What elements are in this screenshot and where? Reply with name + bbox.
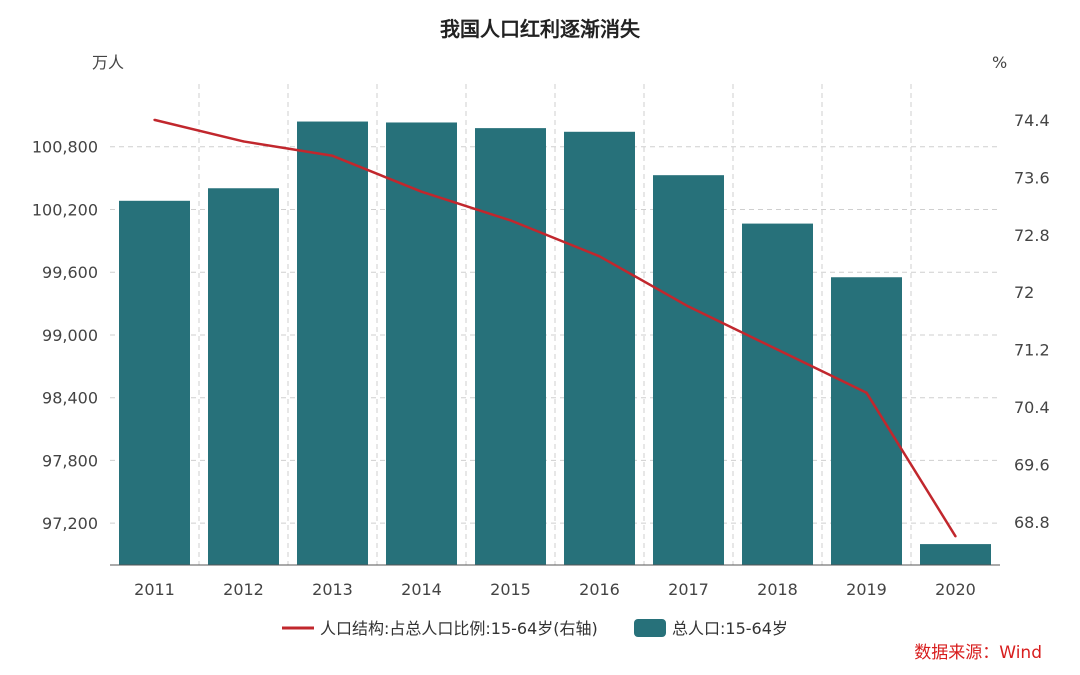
line-point-2017 <box>687 305 690 308</box>
line-point-2019 <box>865 391 868 394</box>
right-tick-label: 72 <box>1014 283 1034 302</box>
legend-bar-label: 总人口:15-64岁 <box>672 619 788 638</box>
line-series <box>153 118 957 538</box>
source-note: 数据来源：Wind <box>914 643 1042 663</box>
bar-2019 <box>831 277 902 565</box>
left-tick-label: 97,800 <box>42 451 98 470</box>
line-point-2016 <box>598 255 601 258</box>
line-path <box>154 118 957 537</box>
left-tick-label: 100,800 <box>32 138 98 157</box>
right-tick-label: 72.8 <box>1014 226 1050 245</box>
x-tick-label: 2016 <box>579 580 620 599</box>
line-point-2011 <box>153 118 156 122</box>
bar-2011 <box>119 200 190 565</box>
x-tick-label: 2015 <box>490 580 531 599</box>
left-tick-label: 98,400 <box>42 389 98 408</box>
x-tick-label: 2017 <box>668 580 709 599</box>
x-tick-label: 2019 <box>846 580 887 599</box>
tick-labels: 2011 2012 2013 2014 2015 2016 2017 2018 2019 2020… <box>32 111 1050 599</box>
bar-series <box>119 121 991 566</box>
right-tick-label: 69.6 <box>1014 455 1050 474</box>
right-tick-label: 73.6 <box>1014 168 1050 187</box>
x-tick-label: 2013 <box>312 580 353 599</box>
bar-2012 <box>208 188 279 565</box>
line-point-2015 <box>509 219 512 222</box>
x-tick-label: 2014 <box>401 580 442 599</box>
bar-2016 <box>564 131 635 565</box>
left-axis-unit: 万人 <box>92 53 124 72</box>
bar-2017 <box>653 175 724 566</box>
x-tick-label: 2011 <box>134 580 175 599</box>
x-tick-label: 2020 <box>935 580 976 599</box>
bar-2015 <box>475 128 546 565</box>
line-point-2018 <box>776 348 779 351</box>
line-point-2013 <box>331 154 334 157</box>
bar-2014 <box>386 122 457 565</box>
line-point-2020 <box>954 535 957 538</box>
right-tick-label: 70.4 <box>1014 398 1050 417</box>
legend-bar-swatch <box>634 619 666 637</box>
x-tick-label: 2018 <box>757 580 798 599</box>
left-tick-label: 99,600 <box>42 263 98 282</box>
bar-2013 <box>297 121 368 565</box>
left-tick-label: 100,200 <box>32 200 98 219</box>
right-tick-label: 74.4 <box>1014 111 1050 130</box>
left-tick-label: 99,000 <box>42 326 98 345</box>
legend-line-label: 人口结构:占总人口比例:15-64岁(右轴) <box>320 619 598 638</box>
chart-title: 我国人口红利逐渐消失 <box>440 17 641 41</box>
right-tick-label: 71.2 <box>1014 341 1050 360</box>
left-tick-label: 97,200 <box>42 514 98 533</box>
line-point-2014 <box>420 190 423 193</box>
line-point-2012 <box>242 140 245 143</box>
right-tick-label: 68.8 <box>1014 513 1050 532</box>
legend: 人口结构:占总人口比例:15-64岁(右轴) 总人口:15-64岁 <box>282 619 788 638</box>
x-tick-label: 2012 <box>223 580 264 599</box>
bar-2018 <box>742 223 813 566</box>
bar-2020 <box>920 544 991 565</box>
right-axis-unit: % <box>992 53 1007 72</box>
